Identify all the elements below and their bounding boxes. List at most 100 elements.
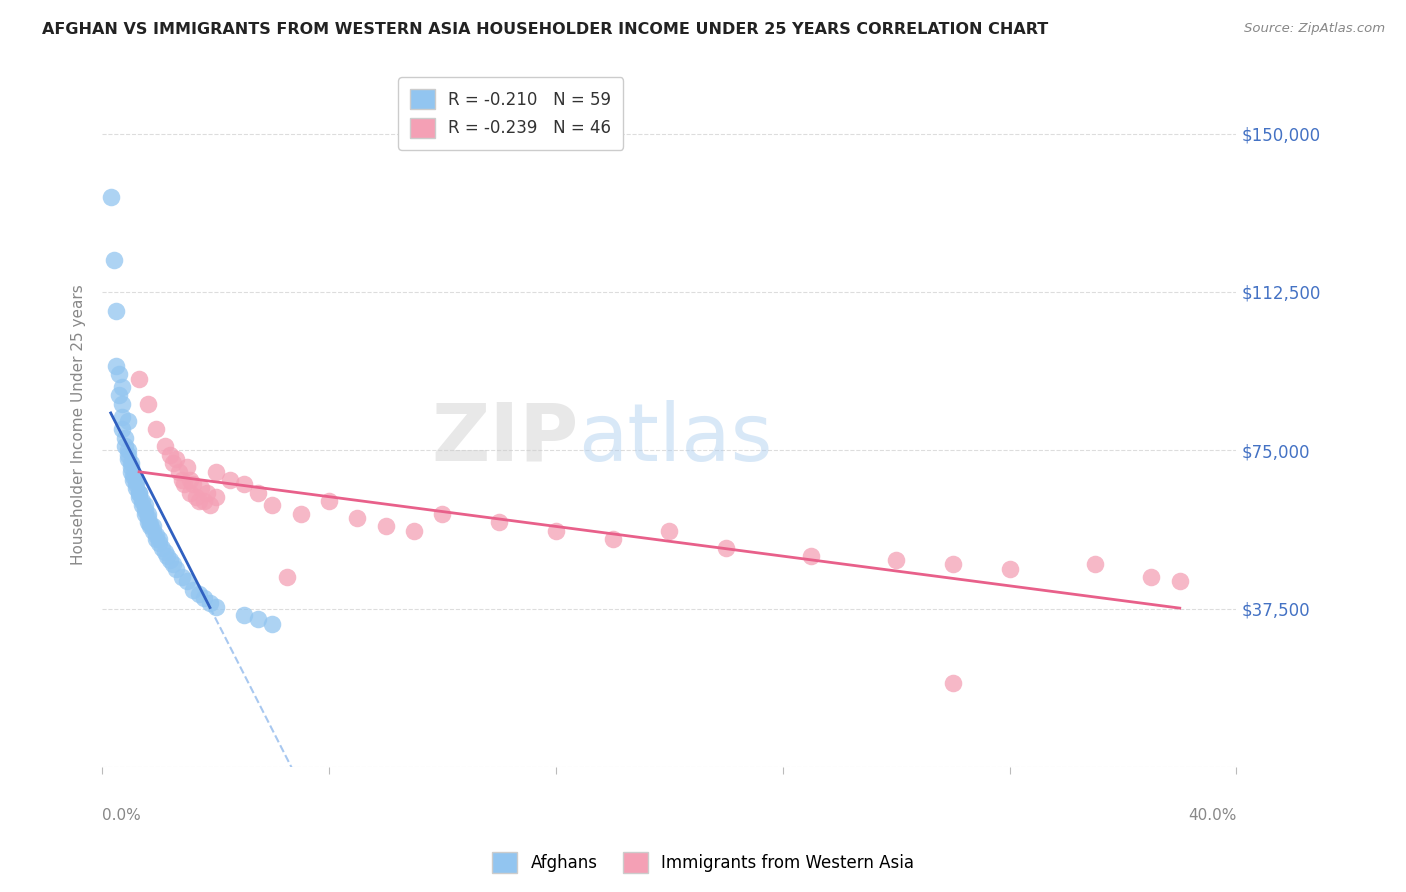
Point [122,468,145,483]
Point [488,515,510,529]
Point [233,477,256,491]
Point [145,528,167,542]
Point [153,545,176,559]
Legend: R = -0.210   N = 59, R = -0.239   N = 46: R = -0.210 N = 59, R = -0.239 N = 46 [398,78,623,150]
Point [218,473,240,487]
Point [142,519,165,533]
Point [131,499,153,513]
Point [120,456,142,470]
Point [122,473,145,487]
Point [134,507,156,521]
Legend: Afghans, Immigrants from Western Asia: Afghans, Immigrants from Western Asia [485,846,921,880]
Point [1168,574,1191,589]
Point [198,595,221,609]
Point [128,490,150,504]
Point [658,524,681,538]
Text: 0.0%: 0.0% [103,808,141,823]
Point [105,359,128,373]
Point [404,524,426,538]
Point [165,451,187,466]
Point [318,494,340,508]
Point [162,456,184,470]
Point [179,473,201,487]
Text: AFGHAN VS IMMIGRANTS FROM WESTERN ASIA HOUSEHOLDER INCOME UNDER 25 YEARS CORRELA: AFGHAN VS IMMIGRANTS FROM WESTERN ASIA H… [42,22,1049,37]
Point [103,253,125,268]
Point [247,612,270,626]
Point [181,582,204,597]
Point [998,562,1021,576]
Point [114,431,136,445]
Point [204,599,226,614]
Point [153,439,176,453]
Point [247,485,270,500]
Point [111,409,134,424]
Point [800,549,823,563]
Y-axis label: Householder Income Under 25 years: Householder Income Under 25 years [72,285,86,566]
Point [131,494,153,508]
Point [105,304,128,318]
Point [108,388,131,402]
Point [942,558,965,572]
Text: ZIP: ZIP [432,400,579,478]
Point [233,608,256,623]
Point [162,558,184,572]
Point [125,477,148,491]
Point [204,490,226,504]
Point [165,562,187,576]
Point [111,380,134,394]
Point [1140,570,1163,584]
Point [134,499,156,513]
Point [159,553,181,567]
Point [602,532,624,546]
Point [120,465,142,479]
Point [148,536,170,550]
Point [276,570,298,584]
Point [544,524,567,538]
Point [136,397,159,411]
Point [136,507,159,521]
Point [179,485,201,500]
Point [117,443,139,458]
Point [120,460,142,475]
Point [111,422,134,436]
Point [145,422,167,436]
Point [128,485,150,500]
Point [187,494,209,508]
Point [204,465,226,479]
Point [173,477,195,491]
Point [432,507,454,521]
Point [190,482,212,496]
Point [181,477,204,491]
Point [128,485,150,500]
Point [142,524,165,538]
Point [136,511,159,525]
Point [193,591,215,606]
Point [346,511,368,525]
Point [184,490,207,504]
Point [187,587,209,601]
Point [150,541,173,555]
Point [195,485,218,500]
Point [167,465,190,479]
Point [159,448,181,462]
Point [290,507,312,521]
Point [942,675,965,690]
Point [100,190,122,204]
Point [714,541,737,555]
Point [114,439,136,453]
Point [111,397,134,411]
Point [139,519,162,533]
Point [134,502,156,516]
Point [262,616,284,631]
Point [145,532,167,546]
Point [117,451,139,466]
Point [198,499,221,513]
Point [125,482,148,496]
Point [128,371,150,385]
Point [136,515,159,529]
Point [170,473,193,487]
Point [193,494,215,508]
Point [148,532,170,546]
Point [1084,558,1107,572]
Point [176,460,198,475]
